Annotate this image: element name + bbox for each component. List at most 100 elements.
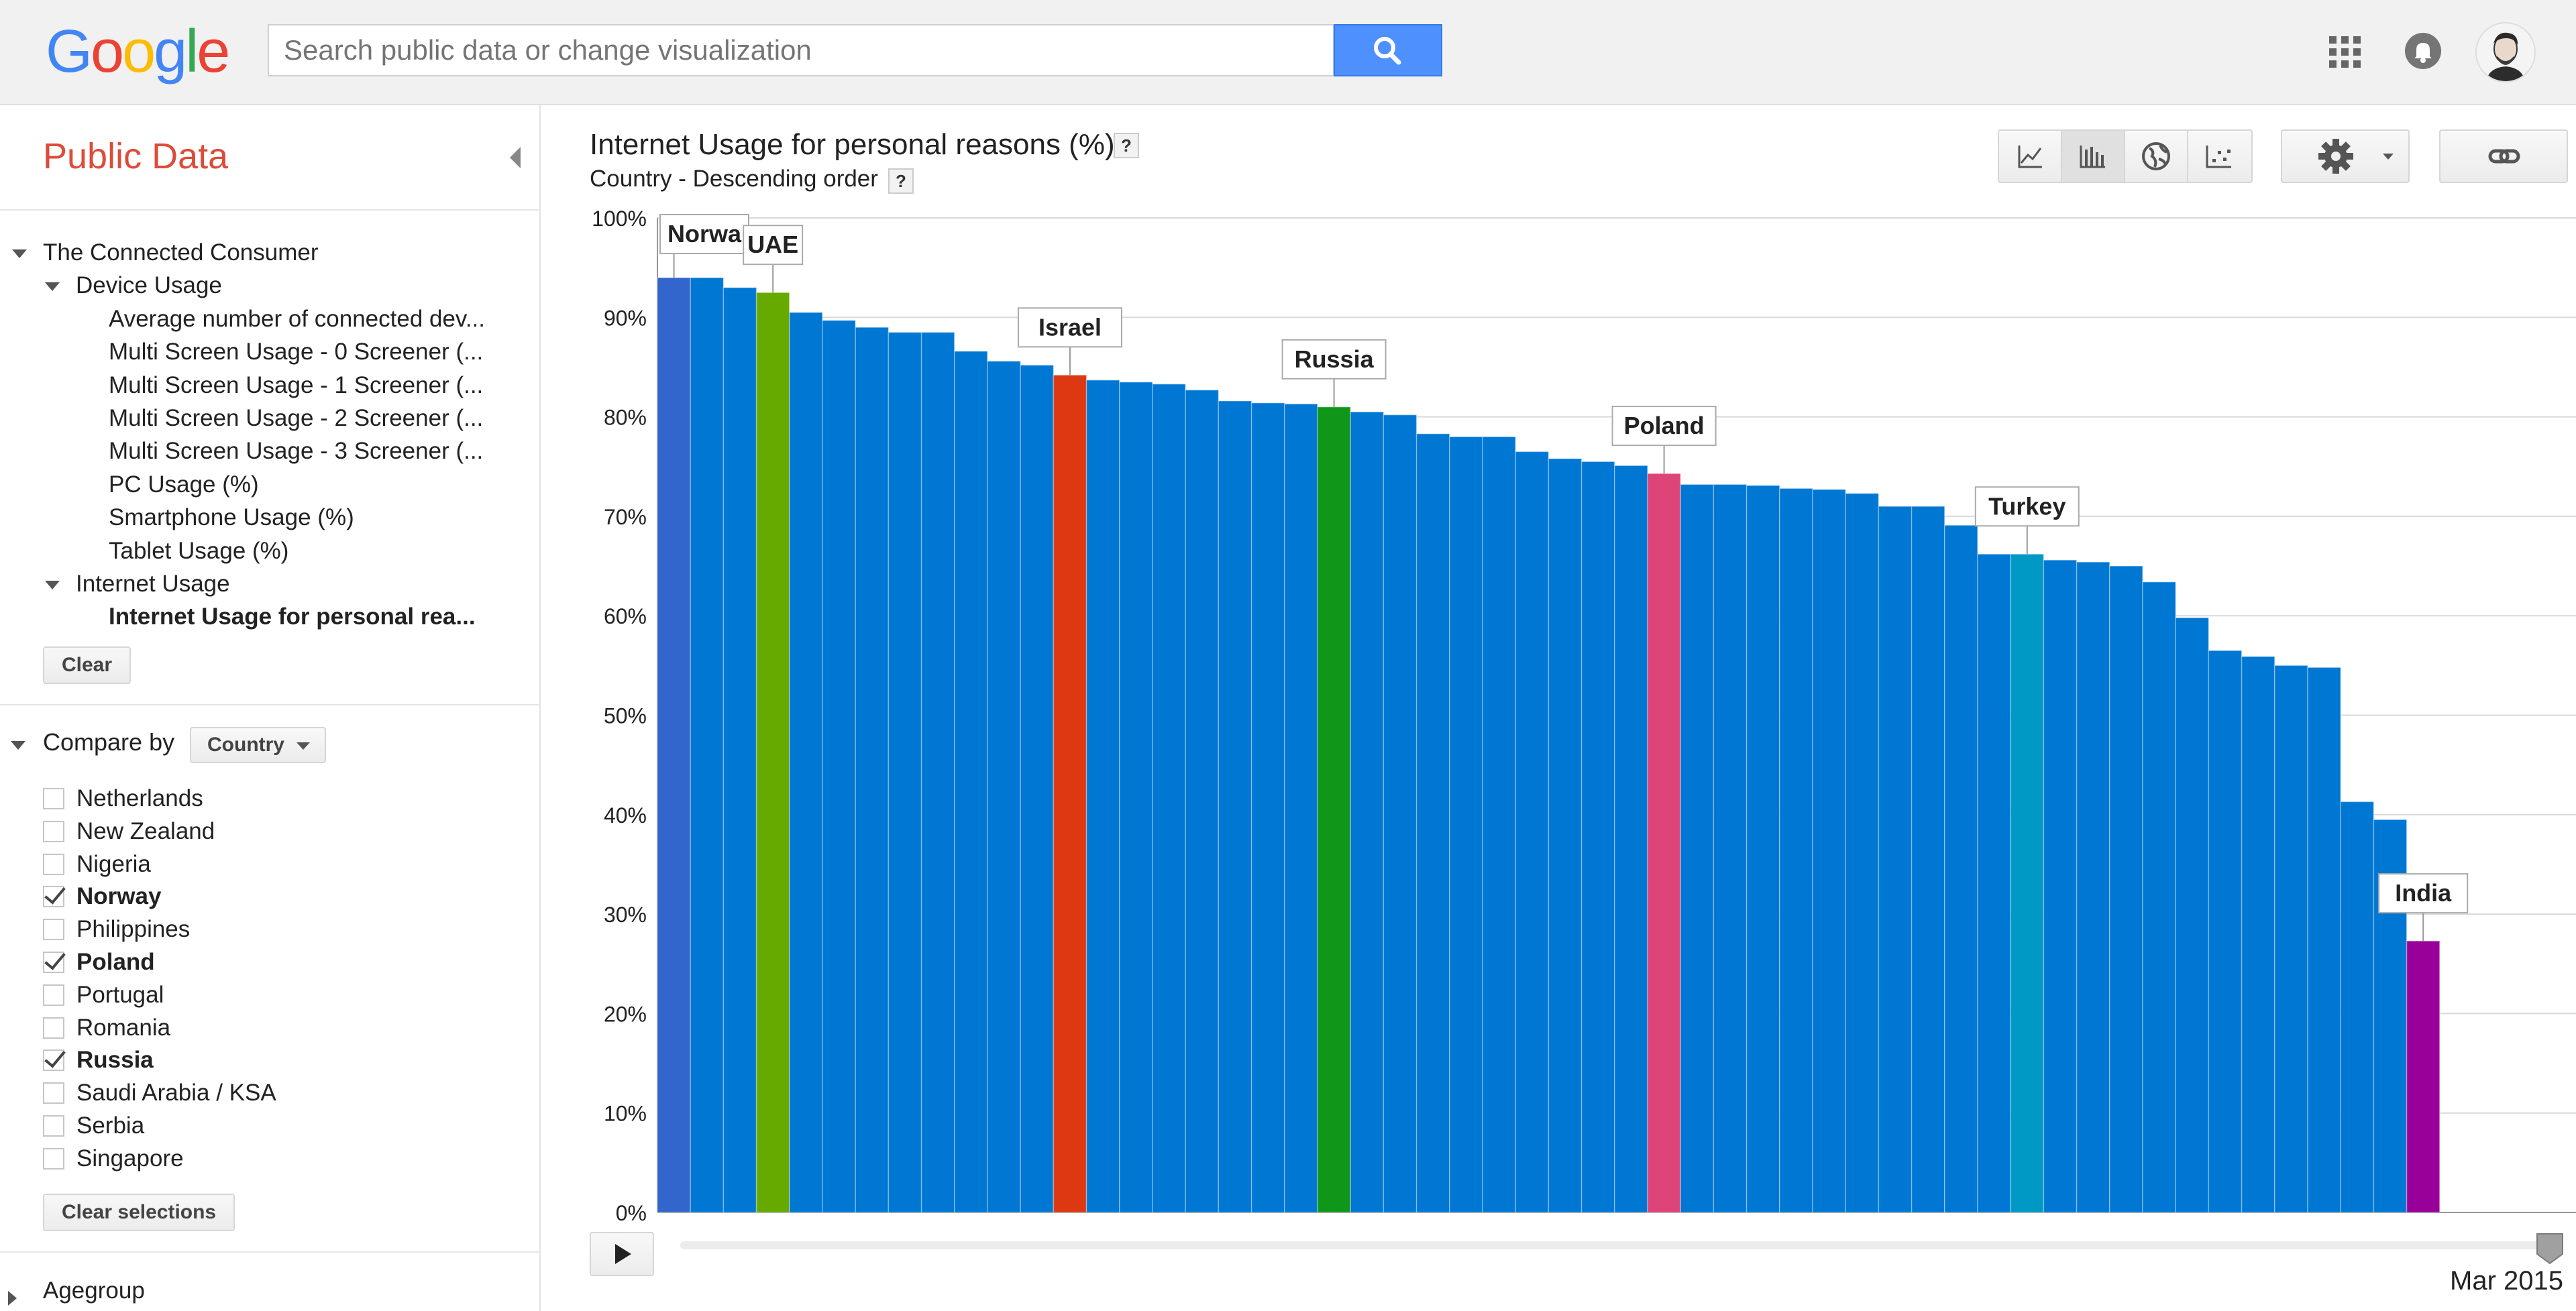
bar[interactable] [1250,402,1285,1213]
bar[interactable] [690,277,724,1213]
bar[interactable] [722,287,757,1213]
collapse-panel-icon[interactable] [510,147,521,168]
link-button[interactable] [2439,129,2568,183]
bar[interactable] [1548,458,1582,1213]
expand-arrow-icon[interactable] [12,249,27,258]
bar[interactable] [1317,406,1351,1213]
timeline-slider-handle[interactable] [2536,1233,2564,1265]
tree-item[interactable]: Internet Usage for personal rea... [109,604,476,630]
scatter-plot-button[interactable] [2188,131,2251,182]
bar[interactable] [1580,461,1615,1213]
bar[interactable] [920,331,955,1213]
bar[interactable] [1449,436,1483,1213]
notifications-bell-icon[interactable] [2404,32,2442,70]
tree-item[interactable]: Average number of connected dev... [109,305,486,332]
bar[interactable] [1284,403,1318,1213]
bar[interactable] [2109,565,2143,1213]
subtitle-help-icon[interactable]: ? [888,168,914,194]
bar[interactable] [1845,493,1880,1213]
bar[interactable] [1085,379,1120,1213]
bar[interactable] [2340,801,2375,1213]
bar[interactable] [1119,381,1153,1213]
tree-item[interactable]: PC Usage (%) [109,471,259,498]
bar[interactable] [1515,451,1550,1213]
bar-chart-button[interactable] [2062,131,2125,182]
bar[interactable] [2406,940,2440,1213]
account-avatar[interactable] [2475,22,2536,82]
bar[interactable] [2010,553,2045,1213]
tree-item[interactable]: Tablet Usage (%) [109,537,289,564]
checkbox-checked[interactable] [43,886,64,908]
clear-selections-button[interactable]: Clear selections [43,1194,235,1231]
expand-arrow-icon[interactable] [45,581,60,589]
bar[interactable] [1185,389,1220,1213]
bar[interactable] [1152,383,1186,1213]
title-help-icon[interactable]: ? [1114,133,1139,158]
bar[interactable] [2208,650,2243,1213]
bar[interactable] [2142,581,2176,1213]
bar[interactable] [1713,483,1748,1213]
bar[interactable] [987,360,1021,1213]
bar[interactable] [2274,665,2308,1213]
bar[interactable] [2043,559,2078,1213]
checkbox[interactable] [43,1017,64,1039]
checkbox[interactable] [43,1082,64,1104]
bar[interactable] [822,319,856,1213]
bar[interactable] [1350,411,1385,1213]
checkbox[interactable] [43,853,64,875]
map-view-button[interactable] [2125,131,2188,182]
expand-arrow-icon[interactable] [8,1291,17,1306]
settings-button[interactable] [2281,129,2410,183]
line-chart-button[interactable] [1999,131,2062,182]
compare-expand-icon[interactable] [11,741,25,750]
tree-item[interactable]: Internet Usage [76,571,230,597]
bar[interactable] [1878,506,1913,1213]
tree-item[interactable]: The Connected Consumer [43,239,319,266]
bar[interactable] [1218,400,1252,1213]
checkbox[interactable] [43,820,64,842]
bar[interactable] [888,331,922,1213]
expand-arrow-icon[interactable] [45,282,60,292]
bar[interactable] [755,292,790,1213]
apps-grid-icon[interactable] [2328,35,2361,68]
bar[interactable] [1053,374,1087,1213]
bar[interactable] [2175,617,2210,1213]
bar[interactable] [855,327,890,1213]
tree-item[interactable]: Multi Screen Usage - 1 Screener (... [109,372,484,398]
compare-by-select[interactable]: Country [190,727,326,763]
bar[interactable] [1911,506,1945,1213]
bar[interactable] [954,350,988,1213]
checkbox[interactable] [43,788,64,809]
bar[interactable] [2307,667,2341,1213]
bar[interactable] [1383,414,1417,1213]
bar[interactable] [1812,489,1846,1213]
bar[interactable] [2076,561,2110,1213]
timeline-slider-track[interactable] [680,1241,2549,1249]
bar[interactable] [1680,483,1715,1213]
checkbox[interactable] [43,919,64,941]
bar[interactable] [1415,433,1450,1213]
bar[interactable] [1647,473,1681,1213]
checkbox-checked[interactable] [43,952,64,973]
google-logo[interactable]: Google [46,17,230,87]
play-button[interactable] [590,1232,654,1276]
checkbox[interactable] [43,1115,64,1137]
bar[interactable] [1614,465,1648,1213]
bar[interactable] [1779,488,1813,1213]
agegroup-section[interactable]: Agegroup [43,1277,145,1304]
bar[interactable] [789,312,823,1213]
bar[interactable] [1746,485,1780,1213]
tree-item[interactable]: Device Usage [76,272,222,299]
checkbox[interactable] [43,984,64,1006]
clear-button[interactable]: Clear [43,646,131,684]
tree-item[interactable]: Smartphone Usage (%) [109,504,354,531]
checkbox[interactable] [43,1147,64,1170]
bar[interactable] [1977,553,2011,1213]
bar[interactable] [1020,364,1055,1213]
bar[interactable] [657,277,691,1213]
bar[interactable] [1944,524,1978,1213]
tree-item[interactable]: Multi Screen Usage - 2 Screener (... [109,405,484,431]
bar[interactable] [1482,436,1516,1213]
search-button[interactable] [1334,24,1442,76]
checkbox-checked[interactable] [43,1049,64,1072]
